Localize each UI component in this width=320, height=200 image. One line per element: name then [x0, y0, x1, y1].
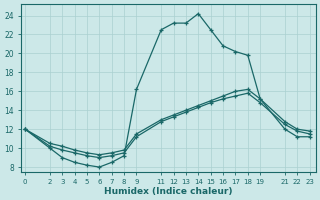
- X-axis label: Humidex (Indice chaleur): Humidex (Indice chaleur): [104, 187, 233, 196]
